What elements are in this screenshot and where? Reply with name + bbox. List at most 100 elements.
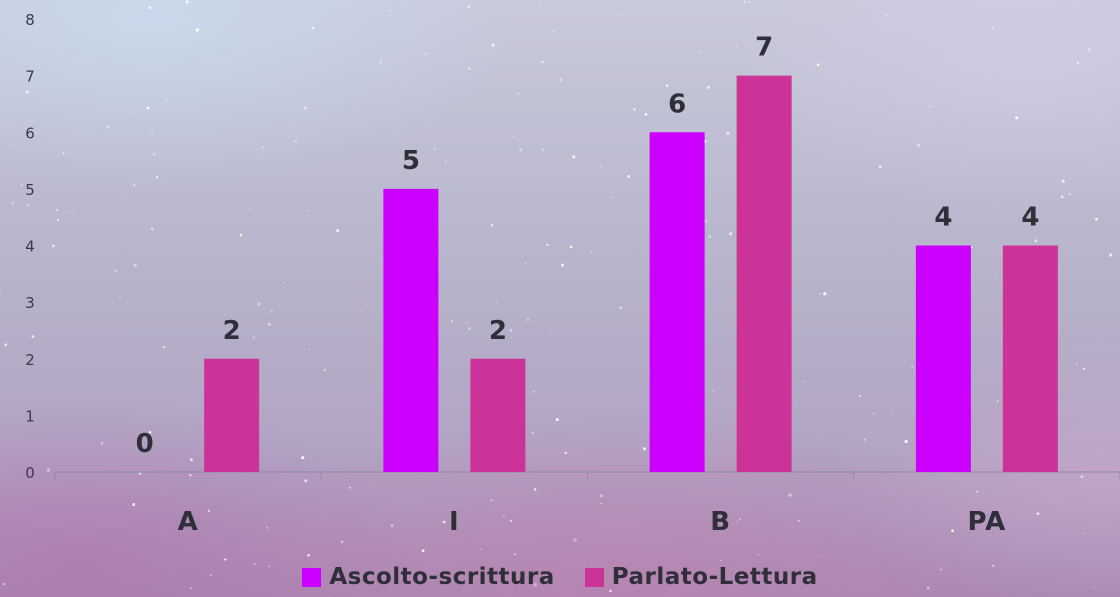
- star: [976, 490, 978, 493]
- star: [31, 335, 35, 338]
- star: [379, 61, 382, 64]
- legend-label: Ascolto-scrittura: [329, 564, 555, 590]
- star: [21, 202, 23, 204]
- star: [1074, 306, 1076, 308]
- star: [970, 246, 973, 249]
- star: [11, 201, 15, 205]
- star: [270, 310, 273, 313]
- star: [495, 327, 497, 329]
- star: [863, 438, 866, 441]
- star: [329, 595, 331, 597]
- star: [467, 5, 470, 9]
- star: [748, 1, 751, 3]
- star: [119, 295, 121, 298]
- star: [491, 43, 495, 47]
- star: [1083, 532, 1086, 535]
- star: [148, 431, 152, 434]
- star: [239, 233, 243, 237]
- star: [890, 412, 893, 414]
- star: [693, 58, 695, 60]
- star: [884, 80, 887, 83]
- star: [208, 181, 210, 182]
- star: [573, 538, 577, 542]
- star: [513, 552, 517, 556]
- star: [735, 521, 738, 523]
- star: [495, 301, 497, 303]
- star: [185, 0, 189, 4]
- data-label: 7: [755, 33, 773, 63]
- star: [609, 589, 612, 593]
- legend-label: Parlato-Lettura: [611, 564, 818, 590]
- star: [559, 78, 563, 82]
- star: [519, 148, 523, 152]
- star: [821, 555, 823, 557]
- star: [1036, 512, 1040, 516]
- star: [1068, 193, 1071, 195]
- star: [210, 574, 212, 576]
- star: [433, 148, 436, 150]
- data-labels: 0 2 5 2 6 7 4 4: [136, 33, 1040, 459]
- star: [444, 160, 447, 163]
- star: [151, 132, 154, 135]
- star: [622, 338, 624, 340]
- star: [612, 196, 614, 198]
- star: [165, 99, 168, 101]
- star: [726, 131, 730, 136]
- star: [627, 174, 631, 178]
- star: [253, 563, 256, 565]
- bar: [383, 188, 439, 472]
- star: [873, 413, 875, 415]
- star: [517, 92, 520, 95]
- star: [257, 302, 261, 306]
- star: [268, 565, 271, 568]
- star: [90, 85, 93, 87]
- star: [743, 0, 747, 3]
- y-tick-label: 8: [25, 11, 35, 29]
- star: [249, 208, 251, 210]
- star: [795, 401, 797, 403]
- star: [26, 204, 29, 207]
- star: [140, 433, 145, 437]
- category-label: I: [449, 507, 460, 537]
- star: [421, 549, 425, 553]
- star: [252, 336, 256, 339]
- star: [564, 451, 567, 455]
- star: [600, 494, 604, 498]
- star: [330, 122, 332, 124]
- star: [298, 570, 300, 572]
- star: [150, 227, 154, 231]
- y-tick-label: 0: [25, 464, 35, 482]
- star: [480, 39, 483, 41]
- star: [926, 586, 930, 590]
- star: [195, 28, 199, 32]
- star: [451, 320, 454, 322]
- star: [133, 263, 137, 267]
- data-label: 0: [136, 429, 154, 459]
- star: [823, 292, 827, 296]
- star: [224, 558, 227, 561]
- y-tick-label: 5: [25, 181, 35, 199]
- bar: [1002, 245, 1058, 472]
- star: [996, 400, 999, 403]
- star: [468, 327, 471, 330]
- star: [71, 211, 73, 213]
- star: [1083, 367, 1086, 370]
- star: [951, 18, 953, 20]
- star: [885, 13, 888, 16]
- star: [858, 394, 862, 398]
- star: [951, 529, 954, 533]
- star: [277, 287, 279, 289]
- y-tick-label: 6: [25, 124, 35, 142]
- y-tick-label: 2: [25, 351, 35, 369]
- star: [78, 95, 80, 97]
- star: [720, 560, 722, 562]
- legend-swatch: [584, 567, 604, 587]
- star: [929, 105, 931, 108]
- star: [1063, 0, 1065, 2]
- star: [0, 289, 2, 292]
- star: [84, 64, 87, 67]
- star: [708, 235, 712, 239]
- star: [294, 139, 298, 143]
- star: [706, 85, 711, 89]
- star: [738, 518, 741, 520]
